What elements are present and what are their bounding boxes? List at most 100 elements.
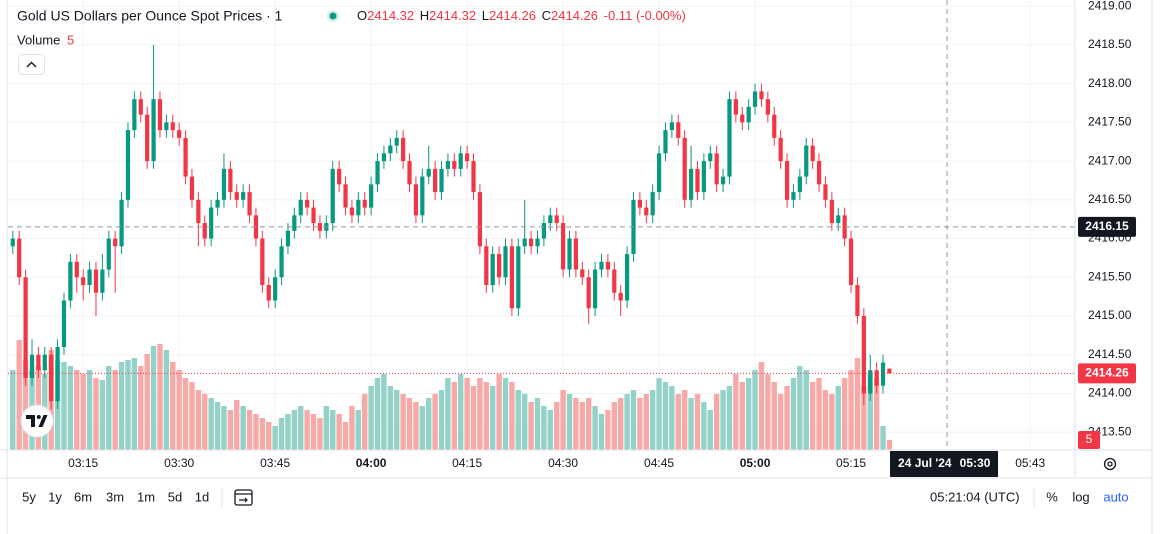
candle-body [465, 153, 470, 162]
collapse-button[interactable] [18, 54, 45, 75]
scale-button[interactable]: auto [1103, 489, 1128, 504]
logo-circle[interactable] [20, 404, 54, 438]
volume-bar [432, 394, 438, 450]
candle-body [861, 316, 866, 394]
candle-body [612, 269, 617, 293]
volume-bar [745, 378, 752, 450]
candle-body [560, 223, 566, 270]
volume-bar [291, 410, 298, 450]
calendar-arrow[interactable] [239, 497, 248, 503]
volume-bar [195, 390, 202, 450]
candle-body [759, 91, 764, 100]
candle-body [375, 161, 380, 185]
volume-bar [22, 360, 29, 450]
date-range-button[interactable] [234, 489, 253, 506]
candle-body [592, 269, 598, 309]
volume-bar [246, 410, 253, 450]
candle-body [720, 176, 726, 185]
candle-body [509, 246, 515, 309]
volume-bar [419, 406, 426, 450]
high-label: H [420, 8, 429, 23]
volume-bar [573, 398, 579, 450]
candle-body [868, 370, 873, 394]
volume-bar [816, 378, 822, 450]
candle-body [305, 199, 310, 208]
range-button[interactable]: 5d [168, 489, 182, 504]
volume-bar [355, 410, 362, 450]
x-tick-label: 03:45 [260, 456, 290, 470]
candle-body [599, 261, 604, 270]
candle-body [125, 130, 131, 200]
logo[interactable] [20, 404, 54, 438]
candle-body [490, 254, 495, 286]
volume-bar [182, 378, 189, 450]
range-button[interactable]: 1y [48, 489, 62, 504]
range-button[interactable]: 3m [106, 489, 124, 504]
candle-body [349, 207, 355, 216]
candle-body [733, 99, 738, 115]
collapse-chevron[interactable] [26, 61, 37, 68]
x-tick-label: 03:15 [68, 456, 98, 470]
volume-bar [74, 370, 80, 450]
range-button[interactable]: 6m [74, 489, 92, 504]
candle-body [880, 362, 886, 386]
candle-body [887, 368, 892, 374]
candle-body [202, 223, 207, 239]
candle-body [170, 122, 175, 131]
volume-bar [624, 394, 630, 450]
range-button[interactable]: 1d [195, 489, 209, 504]
volume-label: Volume [17, 32, 60, 47]
volume-bar [637, 398, 643, 450]
scale-button[interactable]: % [1046, 489, 1058, 504]
calendar-icon[interactable] [234, 489, 253, 506]
volume-bar [605, 410, 611, 450]
low-value: 2414.26 [489, 8, 536, 23]
settings-button[interactable] [1103, 457, 1117, 471]
volume-bar [483, 382, 489, 450]
volume-bar [202, 394, 208, 450]
scale-button[interactable]: log [1072, 489, 1089, 504]
range-button[interactable]: 5y [22, 489, 36, 504]
candle-body [778, 137, 783, 162]
y-tick-label: 2418.00 [1088, 76, 1132, 90]
candle-body [708, 153, 713, 162]
candle-body [516, 246, 521, 309]
candle-body [381, 153, 387, 162]
candle-body [61, 300, 67, 347]
x-tick-label: 03:30 [164, 456, 194, 470]
volume-bar [445, 378, 451, 450]
volume-bar [266, 422, 272, 450]
volume-bar [848, 370, 854, 450]
y-tick-label: 2417.50 [1088, 115, 1132, 129]
volume-bar [752, 370, 758, 450]
volume-bar [803, 370, 809, 450]
volume-bar [822, 390, 829, 450]
candle-body [106, 238, 111, 270]
candle-body [554, 215, 559, 224]
y-tick-label: 2416.50 [1088, 192, 1132, 206]
chart-title: Gold US Dollars per Ounce Spot Prices · … [17, 8, 283, 24]
collapse-button-box[interactable] [18, 54, 45, 75]
gear-outline[interactable] [1103, 457, 1117, 471]
volume-bar [534, 398, 541, 450]
range-button[interactable]: 1m [137, 489, 155, 504]
candle-body [266, 285, 271, 301]
candle-body [279, 246, 284, 278]
clock[interactable]: 05:21:04 (UTC) [930, 489, 1020, 504]
volume-bar [125, 360, 131, 450]
logo-mark[interactable] [26, 415, 48, 427]
volume-bar [771, 382, 777, 450]
candle-body [650, 192, 655, 216]
logo-dot[interactable] [36, 415, 41, 419]
candle-body [433, 168, 438, 193]
candle-body [209, 207, 214, 239]
candle-body [10, 238, 15, 247]
volume-bar [835, 386, 841, 450]
candle-body [637, 199, 642, 208]
candle-body [145, 114, 150, 162]
volume-bar [470, 386, 477, 450]
toolbar: 5y 1y 6m 3m 1m 5d 1d 05:21:04 (UTC)% log auto [22, 489, 1129, 504]
low-label: L [482, 8, 489, 23]
gear-center[interactable] [1107, 461, 1113, 467]
